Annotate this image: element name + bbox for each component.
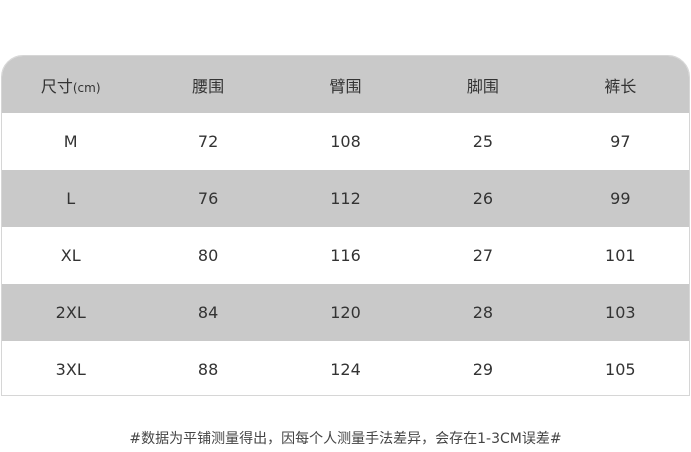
table-cell: 3XL <box>55 360 86 379</box>
table-cell: 116 <box>330 246 361 265</box>
header-hem: 脚围 <box>466 76 499 96</box>
header-size-label: 尺寸 <box>40 76 73 96</box>
table-cell: 88 <box>197 360 219 379</box>
table-cell: 25 <box>472 132 494 151</box>
table-cell: 112 <box>330 189 361 208</box>
measurement-note: #数据为平铺测量得出，因每个人测量手法差异，会存在1-3CM误差# <box>129 431 562 447</box>
table-cell: 29 <box>472 360 494 379</box>
table-cell: 99 <box>610 189 631 208</box>
table-row: 3XL 88 124 29 105 <box>2 341 689 395</box>
table-row: L 76 112 26 99 <box>2 170 689 227</box>
table-cell: L <box>66 189 76 208</box>
table-cell: XL <box>60 246 81 265</box>
table-cell: 101 <box>605 246 636 265</box>
header-size: 尺寸(cm) <box>2 73 139 97</box>
size-chart-table: 尺寸(cm) 腰围 臂围 脚围 裤长 M 72 108 25 97 L 76 112 26 99 X… <box>1 55 690 396</box>
table-cell: 76 <box>197 189 219 208</box>
table-cell: M <box>63 132 78 151</box>
table-cell: 27 <box>472 246 494 265</box>
table-row: 2XL 84 120 28 103 <box>2 284 689 341</box>
header-arm: 臂围 <box>329 76 362 96</box>
table-cell: 103 <box>605 303 636 322</box>
table-row: M 72 108 25 97 <box>2 113 689 170</box>
table-cell: 105 <box>605 360 636 379</box>
table-cell: 26 <box>472 189 494 208</box>
table-cell: 2XL <box>55 303 86 322</box>
table-cell: 124 <box>330 360 361 379</box>
table-cell: 28 <box>472 303 494 322</box>
header-waist: 腰围 <box>192 76 225 96</box>
table-cell: 97 <box>610 132 631 151</box>
table-cell: 80 <box>197 246 219 265</box>
table-cell: 72 <box>197 132 219 151</box>
table-cell: 84 <box>197 303 219 322</box>
table-cell: 108 <box>330 132 361 151</box>
header-unit: (cm) <box>72 80 101 95</box>
table-header-row: 尺寸(cm) 腰围 臂围 脚围 裤长 <box>2 56 689 113</box>
table-cell: 120 <box>330 303 361 322</box>
header-length: 裤长 <box>604 76 637 96</box>
table-row: XL 80 116 27 101 <box>2 227 689 284</box>
